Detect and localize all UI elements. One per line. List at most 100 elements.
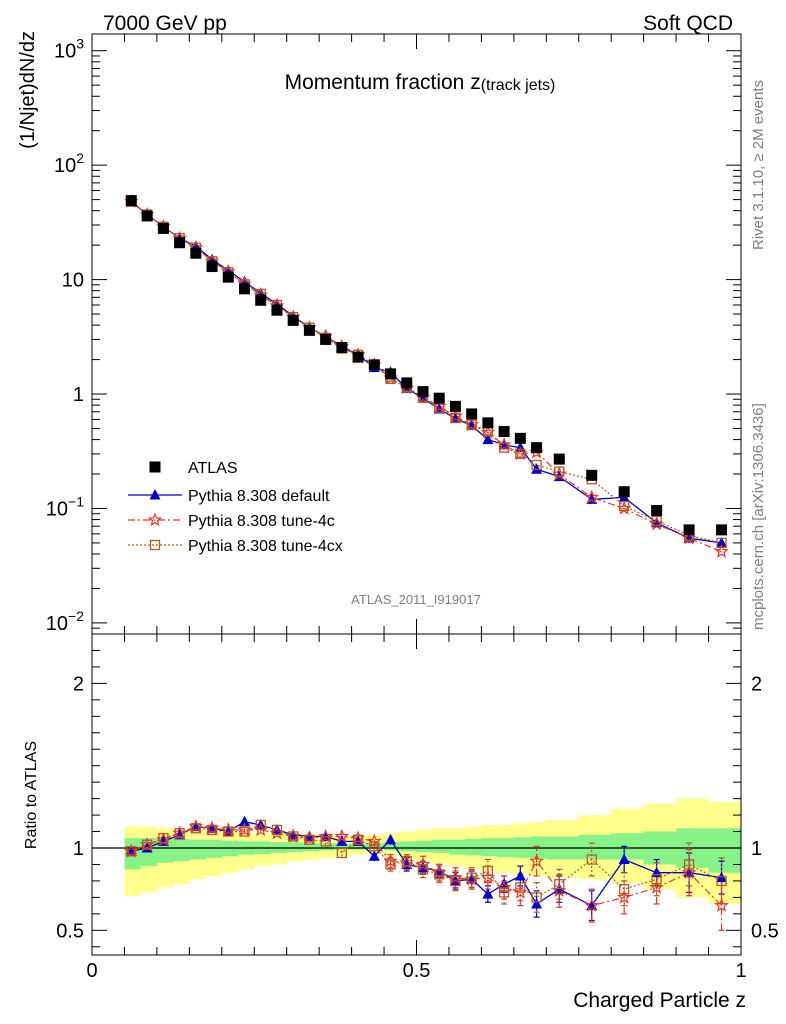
- main-point-s0-11: [303, 324, 315, 336]
- category-label: Soft QCD: [643, 12, 733, 35]
- main-point-s0-21: [466, 408, 478, 420]
- ratio-point-s2-14: [352, 834, 364, 845]
- legend-label-3: Pythia 8.308 tune-4cx: [188, 538, 343, 555]
- x-tick-label-2: 1: [735, 960, 746, 982]
- ratio-point-s0-7: [239, 815, 251, 827]
- ratio-y-tick-label-right-1: 1: [751, 838, 762, 860]
- ratio-point-s2-1: [142, 839, 153, 850]
- analysis-id-label: ATLAS_2011_I919017: [351, 592, 481, 607]
- ratio-point-s2-11: [304, 834, 315, 845]
- ratio-y-tick-label-right-0: 0.5: [751, 920, 779, 942]
- main-point-s0-24: [514, 432, 526, 444]
- main-y-tick-label-2: 1: [73, 384, 84, 406]
- ratio-point-s1-27: [584, 897, 600, 912]
- tick-exponent: 2: [76, 150, 84, 166]
- legend-marker-3: [149, 539, 161, 551]
- ratio-point-s1-23: [496, 879, 512, 894]
- main-point-s1-25: [531, 463, 543, 474]
- plot-title-main: Momentum fraction z: [285, 71, 481, 94]
- tick-base: 10: [62, 270, 84, 292]
- main-point-s0-8: [255, 294, 267, 306]
- main-point-s1-22: [482, 433, 494, 445]
- tick-base: 10: [54, 41, 76, 63]
- main-point-s0-31: [716, 524, 728, 536]
- ratio-point-s2-30: [683, 859, 695, 870]
- ratio-series-line-1: [131, 825, 722, 907]
- main-series-line-2: [130, 201, 722, 553]
- ratio-point-s2-18: [417, 864, 429, 875]
- main-y-tick-label-1: 10−1: [46, 493, 84, 520]
- ratio-y-axis-label: Ratio to ATLAS: [23, 741, 40, 849]
- main-point-s0-29: [651, 505, 663, 517]
- ratio-y-tick-label-left-1: 1: [73, 838, 84, 860]
- plot-title: Momentum fraction z(track jets): [285, 71, 556, 94]
- ratio-point-s2-2: [158, 832, 169, 844]
- ratio-point-s0-9: [271, 823, 283, 835]
- main-point-s0-0: [125, 195, 137, 207]
- ratio-point-s0-23: [498, 878, 510, 889]
- main-point-s0-9: [271, 304, 283, 316]
- plot-title-sub: (track jets): [481, 77, 556, 94]
- ratio-point-s2-0: [126, 846, 137, 857]
- ratio-point-s2-28: [619, 884, 630, 895]
- ratio-point-s0-15: [368, 850, 380, 861]
- ratio-point-s2-9: [271, 824, 283, 836]
- main-point-s0-7: [239, 283, 251, 295]
- ratio-point-s2-10: [288, 831, 299, 842]
- main-point-s1-31: [716, 536, 728, 548]
- main-point-s0-17: [401, 377, 413, 389]
- ratio-point-s1-13: [334, 828, 350, 843]
- ratio-point-s1-30: [681, 865, 697, 879]
- main-point-s2-27: [584, 489, 600, 504]
- main-y-axis-label: (1/Njet)dN/dz: [17, 31, 39, 149]
- ratio-point-s2-13: [336, 847, 348, 859]
- main-point-s3-31: [716, 537, 727, 549]
- tick-base: 10: [46, 613, 68, 635]
- ratio-series-line-2: [131, 824, 722, 899]
- legend-label-0: ATLAS: [188, 460, 238, 477]
- ratio-point-s0-16: [385, 833, 397, 845]
- ratio-point-s2-8: [255, 819, 266, 831]
- ratio-point-s0-28: [618, 853, 630, 865]
- legend-marker-0: [149, 461, 161, 473]
- energy-label: 7000 GeV pp: [103, 12, 227, 35]
- legend-label-1: Pythia 8.308 default: [188, 488, 330, 505]
- x-tick-label-1: 0.5: [403, 960, 431, 982]
- ratio-point-s2-17: [401, 856, 412, 867]
- ratio-point-s2-22: [482, 865, 494, 877]
- tick-exponent: −2: [68, 608, 84, 624]
- main-point-s0-2: [157, 222, 169, 234]
- ratio-point-s2-23: [498, 887, 510, 898]
- ratio-point-s2-19: [434, 869, 445, 880]
- ratio-y-tick-label-right-2: 2: [751, 673, 762, 695]
- ratio-point-s2-3: [174, 828, 185, 839]
- ratio-y-tick-label-left-0: 0.5: [56, 920, 84, 942]
- main-point-s0-4: [190, 247, 202, 259]
- mcplots-reference-label: mcplots.cern.ch [arXiv:1306.3436]: [750, 403, 767, 630]
- main-point-s0-13: [336, 342, 348, 354]
- main-point-s0-10: [287, 314, 299, 326]
- main-point-s0-28: [618, 486, 630, 498]
- legend-marker-1: [149, 489, 161, 500]
- tick-exponent: 3: [76, 36, 84, 52]
- main-point-s0-6: [222, 271, 234, 283]
- ratio-point-s0-22: [482, 888, 494, 899]
- ratio-point-s2-12: [320, 836, 331, 847]
- ratio-point-s2-29: [651, 874, 662, 885]
- ratio-point-s2-26: [554, 879, 565, 890]
- main-y-tick-label-5: 103: [54, 36, 84, 63]
- ratio-point-s1-15: [367, 833, 382, 848]
- main-point-s0-26: [553, 453, 565, 465]
- ratio-point-s1-16: [383, 853, 398, 868]
- x-axis-label: Charged Particle z: [573, 989, 746, 1012]
- ratio-point-s1-12: [318, 828, 333, 843]
- main-point-s0-27: [586, 469, 598, 481]
- ratio-panel: 0.5 0.51 12 20 0.5 1: [56, 633, 779, 982]
- ratio-point-s2-25: [531, 892, 542, 903]
- ratio-point-s1-31: [714, 897, 729, 912]
- ratio-point-s0-24: [514, 869, 526, 881]
- tick-exponent: −1: [68, 493, 84, 509]
- ratio-point-s2-15: [369, 841, 380, 852]
- ratio-point-s1-18: [415, 856, 431, 871]
